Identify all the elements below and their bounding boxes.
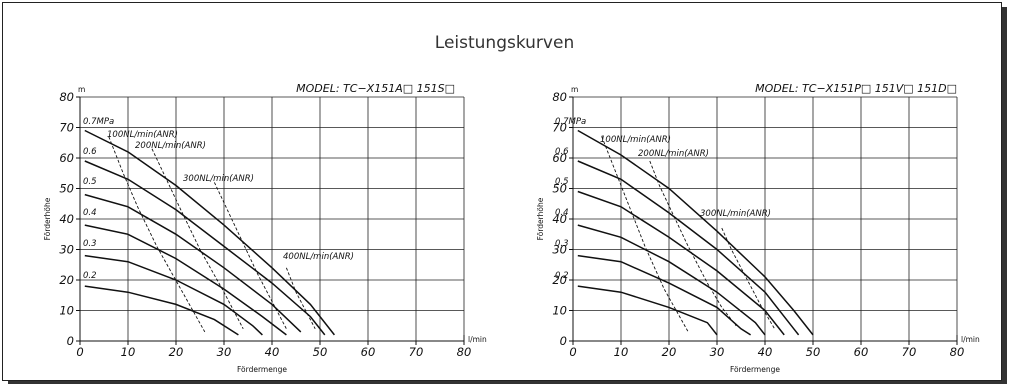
- x-tick-label: 60: [361, 345, 376, 359]
- flow-curve-1: [649, 160, 737, 327]
- x-tick-label: 60: [854, 345, 869, 359]
- pressure-curve-1: [577, 160, 800, 336]
- y-tick-label: 50: [59, 182, 74, 196]
- pressure-curve-2: [84, 193, 302, 333]
- pressure-label-0: 0.7MPa: [83, 117, 114, 127]
- frame-shadow-bottom: [8, 381, 1007, 384]
- page-title: Leistungskurven: [434, 33, 575, 53]
- x-tick-label: 40: [265, 345, 280, 359]
- pressure-curve-3: [84, 224, 287, 336]
- pressure-curve-1: [84, 160, 326, 336]
- y-tick-label: 60: [59, 151, 74, 165]
- y-tick-label: 40: [59, 212, 74, 226]
- flow-curve-0: [108, 136, 206, 333]
- x-tick-label: 10: [614, 345, 629, 359]
- x-tick-label: 70: [902, 345, 917, 359]
- y-tick-label: 80: [552, 90, 567, 104]
- y-axis-label: Förderhöhe: [536, 197, 545, 240]
- x-unit-label: l/min: [468, 335, 487, 344]
- y-tick-label: 0: [67, 334, 74, 348]
- y-tick-label: 80: [59, 90, 74, 104]
- flow-label-1: 200NL/min(ANR): [135, 141, 206, 151]
- flow-curve-1: [151, 148, 244, 330]
- y-tick-label: 10: [59, 304, 74, 318]
- model-label: MODEL: TC−X151A□ 151S□: [296, 82, 455, 95]
- pressure-label-5: 0.2: [83, 271, 97, 281]
- x-axis-label: Fördermenge: [730, 365, 780, 374]
- pressure-label-4: 0.3: [555, 239, 569, 249]
- pressure-curve-5: [577, 285, 718, 336]
- y-tick-label: 30: [59, 243, 74, 257]
- pressure-curve-4: [84, 254, 263, 336]
- x-tick-label: 80: [950, 345, 965, 359]
- pressure-label-1: 0.6: [83, 147, 97, 157]
- pressure-label-3: 0.4: [83, 208, 97, 218]
- y-tick-label: 50: [552, 182, 567, 196]
- y-tick-label: 20: [59, 273, 74, 287]
- x-tick-label: 0: [76, 345, 83, 359]
- frame-shadow-right: [1002, 7, 1007, 384]
- flow-curve-2: [213, 182, 287, 330]
- flow-label-2: 300NL/min(ANR): [183, 174, 254, 184]
- flow-label-0: 100NL/min(ANR): [600, 135, 671, 145]
- x-tick-label: 80: [457, 345, 472, 359]
- flow-label-1: 200NL/min(ANR): [638, 149, 709, 159]
- y-unit-label: m: [78, 85, 85, 94]
- y-unit-label: m: [571, 85, 578, 94]
- x-tick-label: 50: [806, 345, 821, 359]
- x-tick-label: 10: [121, 345, 136, 359]
- x-tick-label: 20: [662, 345, 677, 359]
- pressure-label-1: 0.6: [555, 147, 569, 157]
- y-tick-label: 70: [59, 121, 74, 135]
- y-tick-label: 0: [560, 334, 567, 348]
- pressure-curve-2: [577, 190, 785, 336]
- y-tick-label: 30: [552, 243, 567, 257]
- chart-right: 0 10 20 30 40 50 60 70 80 0 10 20 30 40 50 60 70 80 m Förde…: [536, 82, 980, 374]
- pressure-curve-0: [84, 129, 335, 336]
- pressure-curve-3: [577, 224, 766, 336]
- x-axis-label: Fördermenge: [237, 365, 287, 374]
- pressure-label-5: 0.2: [555, 271, 569, 281]
- model-label: MODEL: TC−X151P□ 151V□ 151D□: [755, 82, 957, 95]
- x-unit-label: l/min: [961, 335, 980, 344]
- x-tick-label: 20: [169, 345, 184, 359]
- flow-label-0: 100NL/min(ANR): [107, 130, 178, 140]
- pressure-label-2: 0.5: [555, 177, 569, 187]
- y-tick-label: 60: [552, 151, 567, 165]
- flow-curve-2: [721, 227, 775, 330]
- x-tick-label: 70: [409, 345, 424, 359]
- pressure-curve-5: [84, 285, 239, 336]
- y-tick-label: 40: [552, 212, 567, 226]
- pressure-label-0: 0.7MPa: [555, 117, 586, 127]
- x-tick-label: 30: [710, 345, 725, 359]
- pressure-curve-4: [577, 254, 752, 336]
- pressure-label-2: 0.5: [83, 177, 97, 187]
- y-axis-label: Förderhöhe: [43, 197, 52, 240]
- chart-left: 0 10 20 30 40 50 60 70 80 0 10 20 30 40 50 60 70 80 m Förde…: [43, 82, 487, 374]
- x-tick-label: 30: [217, 345, 232, 359]
- flow-curve-0: [601, 136, 689, 333]
- x-tick-label: 50: [313, 345, 328, 359]
- flow-curve-3: [285, 267, 316, 330]
- y-tick-label: 20: [552, 273, 567, 287]
- y-tick-label: 70: [552, 121, 567, 135]
- y-tick-label: 10: [552, 304, 567, 318]
- flow-label-3: 400NL/min(ANR): [283, 252, 354, 262]
- pressure-curve-0: [577, 129, 814, 336]
- pressure-label-4: 0.3: [83, 239, 97, 249]
- flow-label-2: 300NL/min(ANR): [700, 209, 771, 219]
- x-tick-label: 0: [569, 345, 576, 359]
- x-tick-label: 40: [758, 345, 773, 359]
- pressure-label-3: 0.4: [555, 208, 569, 218]
- chart-frame: [2, 2, 1002, 381]
